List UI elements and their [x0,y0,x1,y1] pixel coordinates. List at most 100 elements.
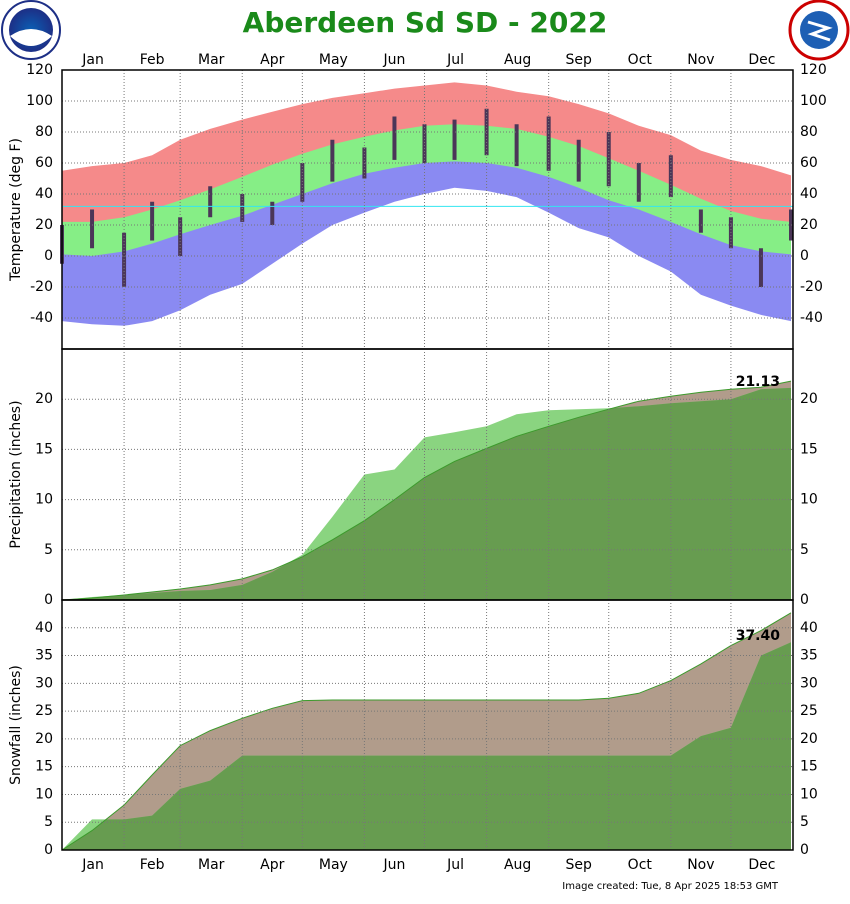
y-tick-label: 40 [800,620,818,636]
month-label: Jul [446,857,464,873]
footer: Image created: Tue, 8 Apr 2025 18:53 GMT [562,881,779,892]
y-tick-label: 0 [44,842,53,858]
observed-temperature-bar [330,139,335,182]
y-tick-label: 60 [800,155,818,171]
y-tick-label: 20 [35,391,53,407]
observed-temperature-bar [300,163,305,202]
panel-frame [61,599,794,851]
y-tick-label: 20 [35,217,53,233]
chart-title: Aberdeen Sd SD - 2022 [243,6,608,39]
y-tick-label: 30 [800,675,818,691]
observed-temperature-bar [178,217,183,256]
y-tick-label: 0 [800,248,809,264]
observed-temperature-bar [546,116,551,171]
month-label: Aug [504,857,531,873]
month-label: Jul [446,52,464,68]
observed-temperature-bar [668,155,673,198]
month-label: Mar [198,52,225,68]
y-tick-label: 15 [800,441,818,457]
observed-temperature-bar [636,163,641,202]
y-tick-label: 0 [800,842,809,858]
observed-temperature-bar [514,124,519,167]
y-tick-label: 25 [800,703,818,719]
y-tick-label: 35 [800,648,818,664]
y-tick-label: 30 [35,675,53,691]
month-label: Nov [687,52,714,68]
month-label: May [319,52,348,68]
observed-temperature-bar [606,132,611,187]
y-tick-label: 15 [800,759,818,775]
total-annotation: 21.13 [736,374,780,390]
y-tick-label: 5 [44,542,53,558]
y-tick-label: 20 [800,217,818,233]
observed-temperature-bar [240,194,245,222]
month-label: May [319,857,348,873]
y-tick-label: 20 [800,731,818,747]
month-label: Oct [628,52,653,68]
month-label: Jun [383,52,406,68]
observed-temperature-bar [758,248,763,287]
month-label: Nov [687,857,714,873]
y-axis-label: Precipitation (inches) [8,400,24,548]
observed-temperature-bar [150,201,155,241]
y-tick-label: -40 [800,310,823,326]
month-label: Oct [628,857,653,873]
month-label: Jun [383,857,406,873]
month-label: Sep [566,52,593,68]
y-tick-label: 20 [800,391,818,407]
y-tick-label: 5 [44,814,53,830]
observed-temperature-bar [452,119,457,160]
month-label: Sep [566,857,593,873]
y-tick-label: 40 [35,620,53,636]
observed-temperature-bar [208,186,213,218]
month-label: Apr [260,52,284,68]
total-annotation: 37.40 [736,628,781,644]
overlap-area [62,387,791,600]
month-label: Jan [81,857,104,873]
y-tick-label: 40 [800,186,818,202]
month-label: Dec [748,857,775,873]
y-tick-label: 10 [800,492,818,508]
observed-temperature-bar [90,209,95,249]
y-tick-label: 0 [800,592,809,608]
y-tick-label: -20 [800,279,823,295]
y-tick-label: 80 [35,124,53,140]
y-tick-label: 0 [44,592,53,608]
month-label: Feb [140,857,165,873]
y-tick-label: 60 [35,155,53,171]
y-axis-label: Snowfall (inches) [8,665,24,785]
observed-temperature-bar [484,108,489,156]
observed-temperature-bar [788,209,793,241]
observed-temperature-bar [270,201,275,225]
month-label: Jan [81,52,104,68]
y-tick-label: 5 [800,542,809,558]
y-tick-label: 10 [800,786,818,802]
y-tick-label: 15 [35,441,53,457]
y-tick-label: 120 [800,62,827,78]
y-tick-label: -40 [30,310,53,326]
y-tick-label: 35 [35,648,53,664]
y-tick-label: 5 [800,814,809,830]
y-tick-label: 120 [26,62,53,78]
y-tick-label: -20 [30,279,53,295]
y-tick-label: 10 [35,492,53,508]
y-tick-label: 20 [35,731,53,747]
month-label: Aug [504,52,531,68]
month-label: Feb [140,52,165,68]
month-label: Mar [198,857,225,873]
y-tick-label: 15 [35,759,53,775]
observed-temperature-bar [698,209,703,233]
nws-logo [788,0,850,61]
month-label: Dec [748,52,775,68]
y-tick-label: 25 [35,703,53,719]
y-tick-label: 40 [35,186,53,202]
observed-temperature-bar [392,116,397,160]
y-tick-label: 0 [44,248,53,264]
noaa-logo [1,0,61,60]
observed-temperature-bar [576,139,581,182]
y-axis-label: Temperature (deg F) [8,138,24,282]
y-tick-label: 100 [800,93,827,109]
y-tick-label: 100 [26,93,53,109]
y-tick-label: 80 [800,124,818,140]
